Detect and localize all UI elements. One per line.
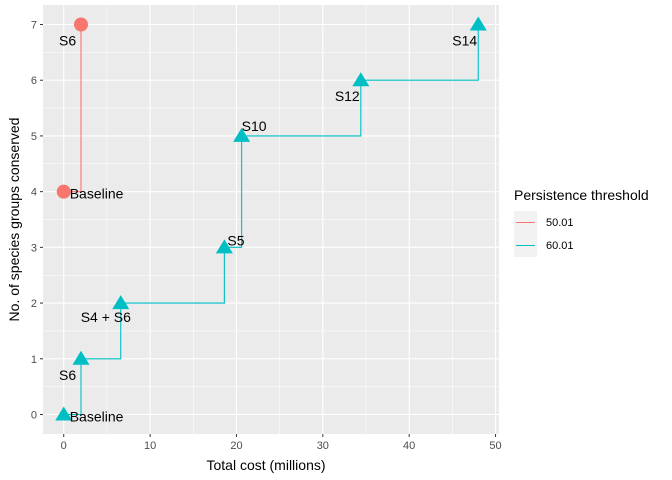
marker-layer <box>55 16 487 421</box>
point-marker <box>215 239 233 254</box>
point-marker <box>55 406 73 421</box>
point-label: Baseline <box>70 409 124 425</box>
point-marker <box>74 17 88 32</box>
y-tick-label: 0 <box>31 410 37 422</box>
y-axis-title: No. of species groups conserved <box>6 118 22 322</box>
point-label: S6 <box>59 33 76 49</box>
point-label: S14 <box>452 33 477 49</box>
legend-title: Persistence threshold <box>514 187 649 203</box>
axes: 0 10 20 30 40 50 0 1 2 3 4 5 6 7 <box>31 20 502 453</box>
legend-label: 60.01 <box>546 240 574 252</box>
point-label: S10 <box>242 118 267 134</box>
point-labels: Baseline S6 Baseline S6 S4 + S6 S5 S10 S12 S14 <box>59 33 477 425</box>
grid-minor <box>43 5 499 434</box>
y-tick-label: 3 <box>31 242 37 254</box>
point-label: S12 <box>335 88 360 104</box>
point-marker <box>352 72 370 87</box>
y-tick-label: 5 <box>31 131 37 143</box>
x-tick-label: 30 <box>317 440 329 452</box>
point-marker <box>233 127 251 142</box>
x-tick-label: 40 <box>403 440 415 452</box>
x-tick-label: 10 <box>144 440 156 452</box>
y-tick-label: 6 <box>31 75 37 87</box>
legend-items: 50.01 60.01 <box>514 211 574 257</box>
x-tick-label: 0 <box>61 440 67 452</box>
x-axis-title: Total cost (millions) <box>206 457 325 473</box>
y-tick-label: 1 <box>31 354 37 366</box>
y-tick-label: 4 <box>31 187 37 199</box>
point-label: S5 <box>227 232 244 248</box>
x-tick-label: 20 <box>230 440 242 452</box>
point-marker <box>72 350 90 365</box>
x-tick-label: 50 <box>489 440 501 452</box>
legend-label: 50.01 <box>546 217 574 229</box>
point-marker <box>56 184 71 199</box>
y-tick-label: 2 <box>31 298 37 310</box>
point-marker <box>469 16 487 31</box>
point-label: Baseline <box>70 186 124 202</box>
point-label: S4 + S6 <box>81 309 131 325</box>
legend: Persistence threshold 50.01 60.01 <box>514 187 649 257</box>
y-tick-label: 7 <box>31 20 37 32</box>
point-label: S6 <box>59 367 76 383</box>
point-marker <box>112 295 130 310</box>
